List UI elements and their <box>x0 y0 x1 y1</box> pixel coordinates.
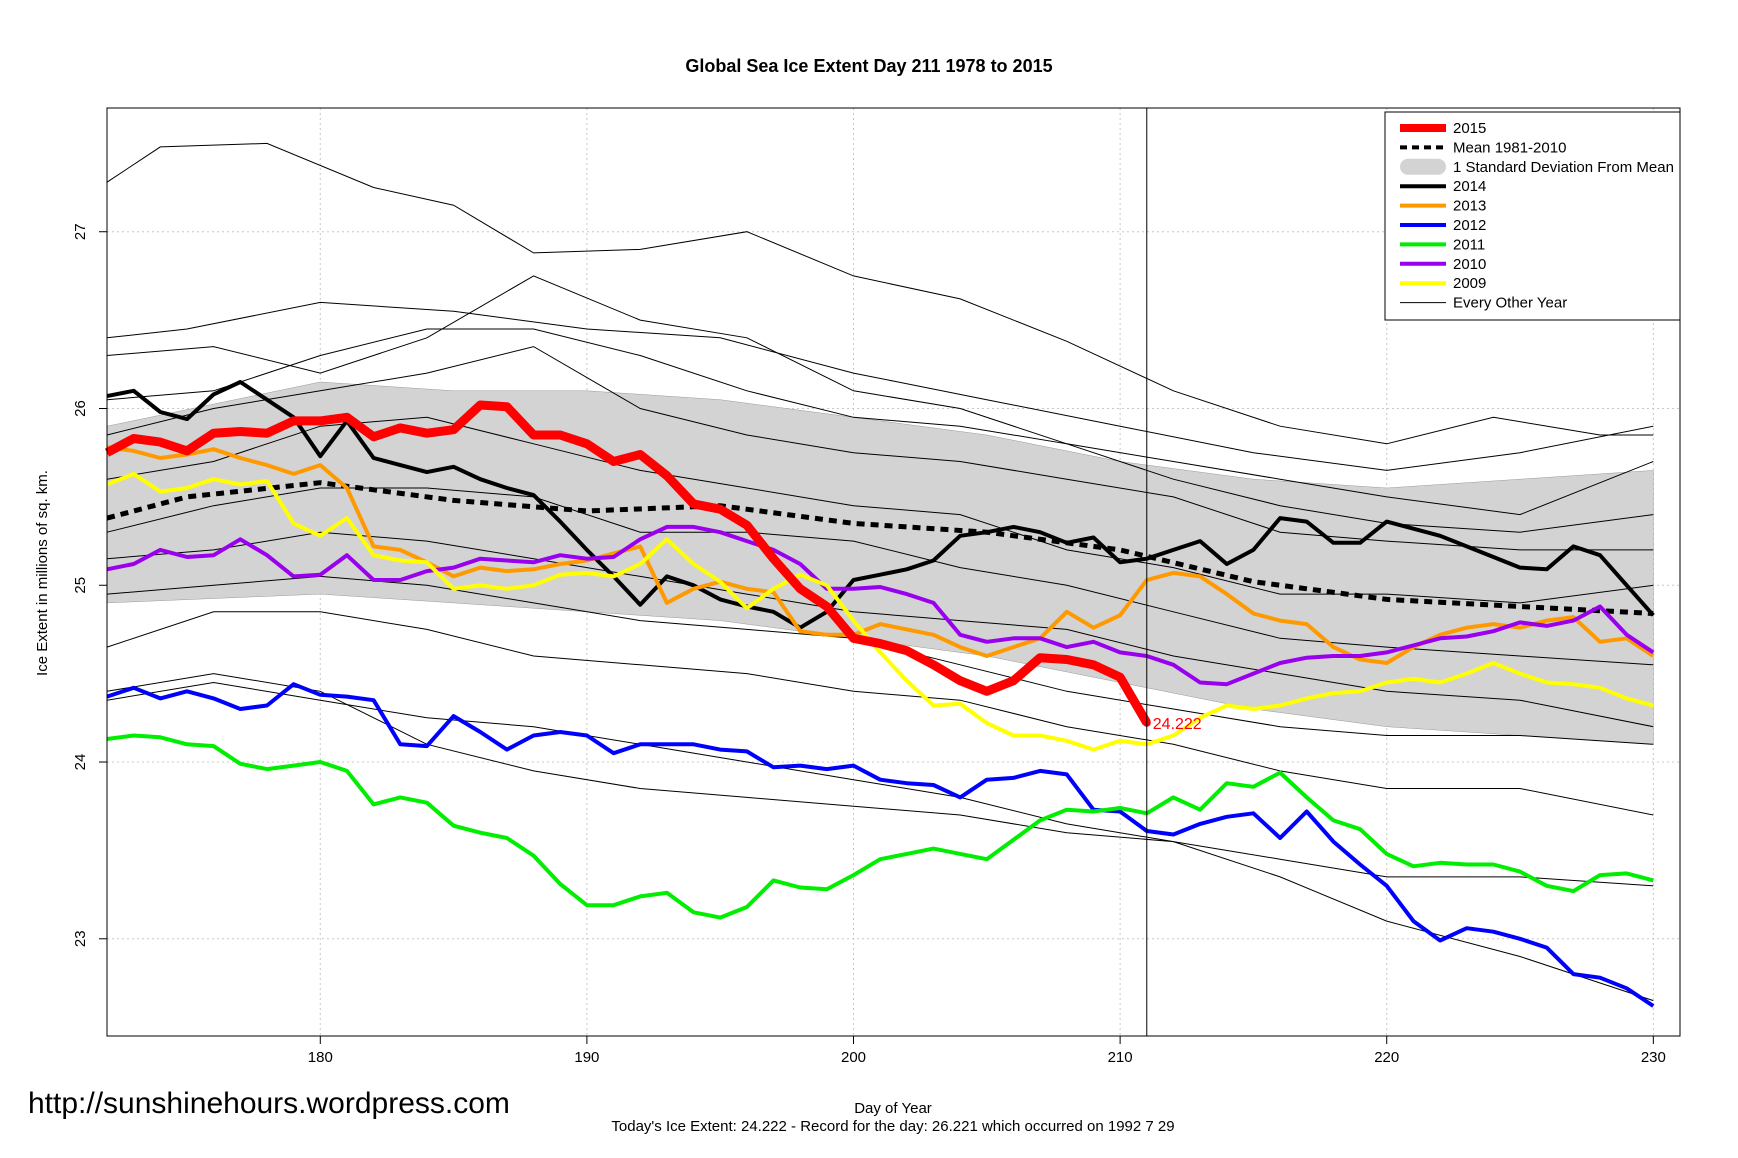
series-line-2014 <box>106 380 1655 630</box>
x-axis-ticks: 180 190 200 210 220 230 <box>308 1036 1666 1066</box>
legend-label: 2010 <box>1453 256 1486 273</box>
other-year-line <box>106 142 1654 445</box>
legend-label: 2011 <box>1453 236 1485 253</box>
y-axis-ticks: 23 24 25 26 27 <box>72 223 107 947</box>
other-year-line <box>106 531 1654 728</box>
x-tick-label: 210 <box>1108 1049 1133 1066</box>
highlighted-series <box>104 380 1655 1008</box>
legend-label: Mean 1981-2010 <box>1453 139 1566 156</box>
series-line-2011 <box>106 733 1654 920</box>
source-url: http://sunshinehours.wordpress.com <box>28 1087 510 1120</box>
legend-label: Every Other Year <box>1453 295 1567 312</box>
y-axis-label: Ice Extent in millions of sq. km. <box>34 470 51 676</box>
plot-frame <box>106 107 1681 1037</box>
legend-label: 2012 <box>1453 217 1486 234</box>
chart-title: Global Sea Ice Extent Day 211 1978 to 20… <box>685 56 1052 76</box>
x-tick-label: 230 <box>1641 1049 1666 1066</box>
legend-label: 2013 <box>1453 198 1486 215</box>
footer-summary: Today's Ice Extent: 24.222 - Record for … <box>611 1118 1174 1135</box>
y-tick-label: 26 <box>72 400 89 417</box>
y-tick-label: 25 <box>72 577 89 594</box>
series-line-2009 <box>106 471 1654 752</box>
other-year-line <box>106 611 1654 816</box>
other-year-line <box>106 328 1654 533</box>
y-tick-label: 24 <box>72 754 89 771</box>
other-year-line <box>106 673 1654 887</box>
other-year-line <box>106 346 1654 551</box>
legend: 2015 Mean 1981-2010 1 Standard Deviation F… <box>1384 111 1681 321</box>
series-line-2012 <box>106 682 1655 1008</box>
y-tick-label: 27 <box>72 223 89 240</box>
series-line-2013 <box>106 445 1655 665</box>
series-line-2015 <box>104 400 1151 726</box>
legend-label: 1 Standard Deviation From Mean <box>1453 159 1674 176</box>
series-line-2010 <box>106 524 1655 687</box>
x-tick-label: 200 <box>841 1049 866 1066</box>
other-year-line <box>106 301 1654 471</box>
other-year-line <box>106 681 1654 1002</box>
x-tick-label: 180 <box>308 1049 333 1066</box>
legend-swatch <box>1400 158 1446 175</box>
legend-box <box>1384 111 1681 321</box>
other-year-line <box>106 275 1654 516</box>
x-axis-label: Day of Year <box>854 1100 932 1117</box>
current-value-label: 24.222 <box>1153 716 1202 733</box>
x-tick-label: 220 <box>1374 1049 1399 1066</box>
y-tick-label: 23 <box>72 930 89 947</box>
legend-label: 2014 <box>1453 178 1486 195</box>
legend-label: 2015 <box>1453 120 1486 137</box>
legend-label: 2009 <box>1453 275 1486 292</box>
x-tick-label: 190 <box>574 1049 599 1066</box>
series-line-mean-1981-2010 <box>106 480 1654 616</box>
